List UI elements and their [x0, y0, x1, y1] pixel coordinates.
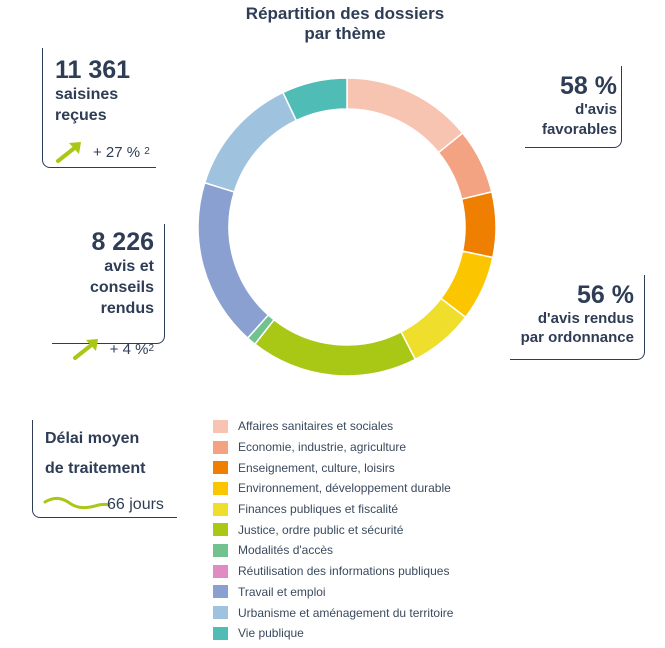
trend-up-arrow-icon [56, 142, 81, 163]
legend-item: Urbanisme et aménagement du territoire [213, 602, 513, 623]
legend-label: Justice, ordre public et sécurité [238, 522, 404, 537]
legend-label: Economie, industrie, agriculture [238, 440, 407, 455]
legend-swatch [213, 543, 228, 557]
chart-legend: Affaires sanitaires et sociales Economie,… [213, 416, 513, 644]
legend-label: Finances publiques et fiscalité [238, 502, 399, 517]
donut-slice [281, 77, 348, 122]
legend-item: Economie, industrie, agriculture [213, 437, 513, 458]
legend-swatch [213, 523, 228, 537]
legend-swatch [213, 419, 228, 433]
donut-slice [346, 77, 464, 154]
legend-item: Finances publiques et fiscalité [213, 499, 513, 520]
stat-delai: Délai moyen de traitement 66 jours [32, 420, 177, 518]
conseils-label-1: avis et [104, 258, 154, 275]
legend-label: Urbanisme et aménagement du territoire [238, 605, 454, 620]
chart-title-line-2: par thème [304, 24, 386, 43]
saisines-label-2: reçues [55, 107, 107, 124]
stat-saisines: 11 361 saisines reçues + 27 % 2 [42, 48, 156, 168]
legend-item: Environnement, développement durable [213, 478, 513, 499]
legend-label: Réutilisation des informations publiques [238, 564, 450, 579]
ordonnance-value: 56 % [577, 281, 634, 309]
legend-label: Affaires sanitaires et sociales [238, 419, 394, 434]
legend-label: Enseignement, culture, loisirs [238, 460, 395, 475]
legend-swatch [213, 481, 228, 495]
donut-slice [253, 318, 417, 377]
donut-slice [203, 91, 298, 193]
chart-title: Répartition des dossiers par thème [210, 4, 480, 44]
avis-favorables-label-1: d'avis [575, 101, 617, 118]
legend-swatch [213, 585, 228, 599]
legend-item: Réutilisation des informations publiques [213, 561, 513, 582]
conseils-trend-value: + 4 % [109, 340, 149, 358]
legend-label: Travail et emploi [238, 584, 326, 599]
conseils-label-2: conseils rendus [89, 279, 154, 317]
legend-item: Affaires sanitaires et sociales [213, 416, 513, 437]
legend-label: Environnement, développement durable [238, 481, 451, 496]
legend-item: Vie publique [213, 623, 513, 644]
saisines-value: 11 361 [55, 56, 131, 84]
legend-swatch [213, 502, 228, 516]
legend-label: Modalités d'accès [238, 543, 334, 558]
ordonnance-label-1: d'avis rendus [537, 310, 634, 327]
legend-swatch [213, 564, 228, 578]
legend-swatch [213, 626, 228, 640]
legend-item: Travail et emploi [213, 582, 513, 603]
ordonnance-label-2: par ordonnance [520, 329, 634, 346]
stat-avis-favorables: 58 % d'avis favorables [525, 66, 622, 148]
delai-label-1: Délai moyen [45, 430, 140, 447]
chart-title-line-1: Répartition des dossiers [245, 4, 445, 23]
wave-line-icon [43, 496, 111, 510]
delai-label-2: de traitement [45, 460, 146, 477]
saisines-trend: + 27 % 2 [55, 140, 156, 164]
legend-swatch [213, 461, 228, 475]
legend-item: Enseignement, culture, loisirs [213, 457, 513, 478]
avis-favorables-value: 58 % [560, 72, 617, 100]
delai-value: 66 jours [107, 496, 164, 513]
saisines-trend-value: + 27 % [93, 143, 141, 161]
stat-ordonnance: 56 % d'avis rendus par ordonnance [510, 275, 645, 360]
conseils-value: 8 226 [91, 228, 154, 256]
legend-label: Vie publique [238, 626, 304, 641]
trend-up-arrow-icon [72, 339, 98, 360]
legend-item: Justice, ordre public et sécurité [213, 519, 513, 540]
delai-row: 66 jours [43, 494, 177, 516]
avis-favorables-label-2: favorables [541, 121, 617, 138]
donut-slice [197, 181, 270, 340]
saisines-label-1: saisines [55, 86, 119, 103]
legend-swatch [213, 606, 228, 620]
conseils-trend: + 4 % 2 [52, 337, 154, 361]
donut-slice [460, 190, 497, 259]
legend-swatch [213, 440, 228, 454]
legend-item: Modalités d'accès [213, 540, 513, 561]
stat-avis-conseils: 8 226 avis et conseils rendus + 4 % 2 [52, 224, 165, 360]
